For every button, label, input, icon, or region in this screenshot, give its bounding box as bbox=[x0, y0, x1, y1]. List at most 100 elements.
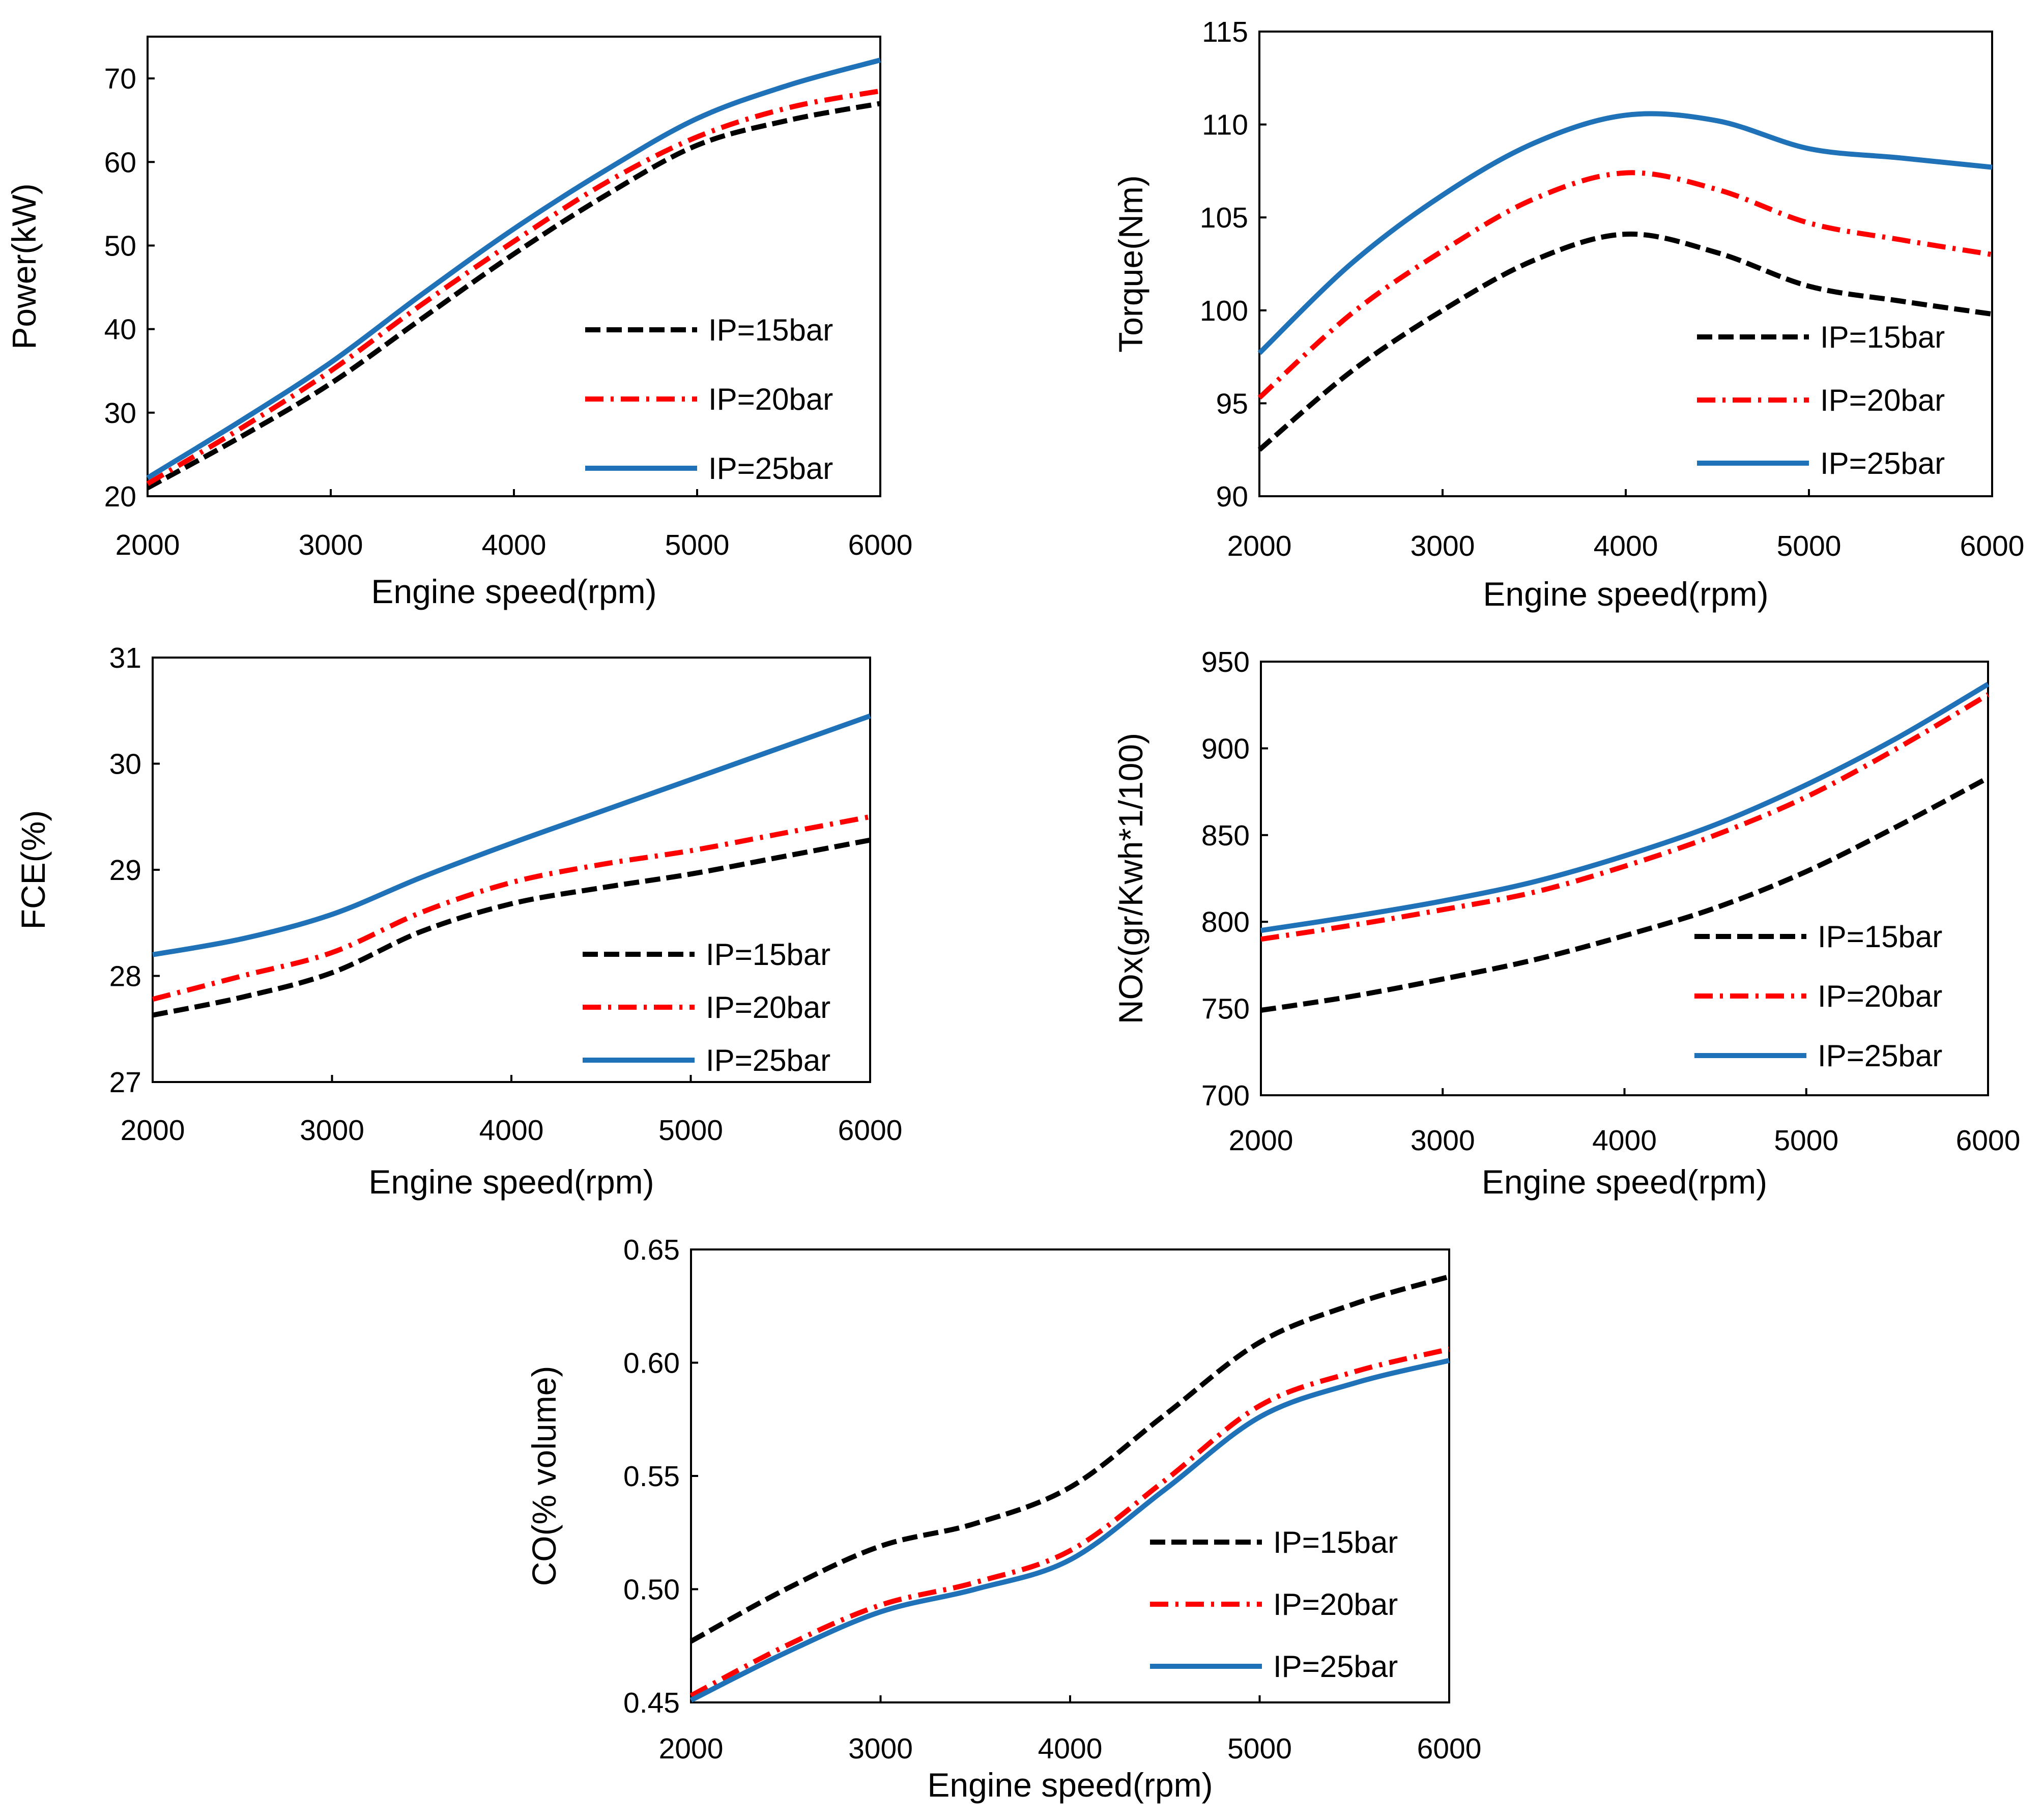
legend-label: IP=20bar bbox=[706, 990, 830, 1025]
x-tick-label: 4000 bbox=[479, 1114, 544, 1147]
series-line-ip-15bar bbox=[689, 1274, 1450, 1644]
series-line-ip-20bar bbox=[689, 1346, 1450, 1698]
y-tick-label: 0.60 bbox=[623, 1347, 680, 1380]
y-axis-title: Torque(Nm) bbox=[1112, 175, 1149, 352]
series-line-ip-25bar bbox=[146, 58, 881, 480]
y-tick-label: 30 bbox=[104, 397, 136, 430]
legend: IP=15bar IP=20bar IP=25bar bbox=[1150, 1525, 1398, 1684]
x-tick-label: 6000 bbox=[1960, 530, 2025, 562]
x-tick-label: 3000 bbox=[848, 1732, 913, 1765]
y-tick-label: 950 bbox=[1201, 646, 1250, 678]
y-tick-label: 110 bbox=[1202, 109, 1248, 141]
legend-label: IP=25bar bbox=[708, 451, 833, 486]
y-tick-label: 750 bbox=[1201, 993, 1250, 1026]
x-tick-label: 5000 bbox=[658, 1114, 723, 1147]
chart-torque: 2000 3000 4000 5000 6000 90 95 100 105 110 115 Engi… bbox=[1112, 16, 2024, 613]
chart-fce: 2000 3000 4000 5000 6000 27 28 29 30 31 Engine spe… bbox=[14, 642, 902, 1201]
legend-label: IP=25bar bbox=[1820, 446, 1945, 480]
y-tick-label: 850 bbox=[1201, 819, 1250, 852]
chart-power: 2000 3000 4000 5000 6000 20 30 40 50 60 70 Engine s… bbox=[5, 36, 913, 610]
y-tick-label: 30 bbox=[109, 748, 141, 781]
chart-nox: 2000 3000 4000 5000 6000 700 750 800 850 900 950 En… bbox=[1112, 646, 2020, 1201]
x-tick-label: 5000 bbox=[1227, 1732, 1292, 1765]
legend-label: IP=20bar bbox=[1818, 979, 1942, 1013]
legend: IP=15bar IP=20bar IP=25bar bbox=[1697, 320, 1945, 480]
series-line-ip-20bar bbox=[1257, 170, 1993, 400]
x-tick-label: 4000 bbox=[1594, 530, 1658, 562]
chart-co: 2000 3000 4000 5000 6000 0.45 0.50 0.55 0.60 0.65… bbox=[525, 1234, 1481, 1804]
legend-label: IP=15bar bbox=[1818, 920, 1942, 954]
series-line-ip-20bar bbox=[146, 88, 881, 486]
y-tick-label: 20 bbox=[104, 480, 136, 513]
y-tick-label: 28 bbox=[109, 960, 141, 993]
series-line-ip-15bar bbox=[152, 837, 871, 1018]
legend-label: IP=25bar bbox=[1818, 1039, 1942, 1073]
series-line-ip-25bar bbox=[689, 1358, 1450, 1703]
legend-label: IP=15bar bbox=[706, 937, 830, 972]
x-axis-title: Engine speed(rpm) bbox=[371, 573, 656, 610]
legend-label: IP=25bar bbox=[706, 1043, 830, 1077]
y-axis-title: FCE(%) bbox=[14, 810, 52, 930]
x-tick-label: 5000 bbox=[1774, 1124, 1838, 1157]
series-line-ip-15bar bbox=[1260, 775, 1990, 1013]
plot-frame bbox=[147, 36, 881, 497]
series-line-ip-25bar bbox=[1260, 681, 1990, 933]
x-axis-title: Engine speed(rpm) bbox=[927, 1766, 1213, 1804]
series-line-ip-25bar bbox=[152, 713, 871, 957]
legend-label: IP=20bar bbox=[1273, 1587, 1398, 1622]
x-tick-label: 4000 bbox=[482, 529, 546, 561]
y-tick-label: 70 bbox=[104, 63, 136, 95]
y-tick-label: 27 bbox=[109, 1066, 141, 1099]
y-tick-label: 900 bbox=[1201, 732, 1250, 765]
x-tick-label: 6000 bbox=[1956, 1124, 2021, 1157]
series-line-ip-25bar bbox=[1257, 111, 1993, 355]
y-tick-label: 60 bbox=[104, 146, 136, 179]
series-line-ip-20bar bbox=[1260, 692, 1990, 942]
x-tick-label: 4000 bbox=[1038, 1732, 1103, 1765]
y-tick-label: 40 bbox=[104, 314, 136, 346]
x-tick-label: 4000 bbox=[1592, 1124, 1657, 1157]
x-tick-label: 2000 bbox=[1229, 1124, 1293, 1157]
y-tick-label: 0.45 bbox=[623, 1687, 680, 1719]
y-tick-label: 700 bbox=[1201, 1079, 1250, 1112]
plot-frame bbox=[690, 1248, 1450, 1703]
x-tick-label: 2000 bbox=[659, 1732, 724, 1765]
legend-label: IP=15bar bbox=[1820, 320, 1945, 354]
y-tick-label: 0.55 bbox=[623, 1460, 680, 1493]
legend-label: IP=20bar bbox=[708, 382, 833, 416]
x-tick-label: 3000 bbox=[1411, 530, 1475, 562]
legend: IP=15bar IP=20bar IP=25bar bbox=[1694, 920, 1942, 1073]
x-tick-label: 5000 bbox=[1777, 530, 1841, 562]
y-tick-label: 0.65 bbox=[623, 1234, 680, 1266]
y-axis-title: Power(kW) bbox=[5, 183, 43, 349]
x-tick-label: 2000 bbox=[116, 529, 180, 561]
x-tick-label: 6000 bbox=[838, 1114, 903, 1147]
x-tick-label: 3000 bbox=[1411, 1124, 1475, 1157]
legend: IP=15bar IP=20bar IP=25bar bbox=[583, 937, 830, 1077]
y-tick-label: 100 bbox=[1200, 295, 1248, 327]
x-axis-title: Engine speed(rpm) bbox=[368, 1163, 654, 1201]
x-tick-label: 2000 bbox=[1227, 530, 1292, 562]
x-tick-label: 6000 bbox=[848, 529, 913, 561]
x-tick-label: 6000 bbox=[1417, 1732, 1482, 1765]
y-tick-label: 50 bbox=[104, 230, 136, 262]
legend-label: IP=15bar bbox=[1273, 1525, 1398, 1559]
legend-label: IP=20bar bbox=[1820, 383, 1945, 417]
y-axis-title: NOx(gr/Kwh*1/100) bbox=[1112, 733, 1149, 1024]
x-tick-label: 3000 bbox=[300, 1114, 364, 1147]
legend-label: IP=15bar bbox=[708, 313, 833, 347]
x-axis-title: Engine speed(rpm) bbox=[1482, 1163, 1767, 1201]
plot-frame bbox=[1260, 661, 1989, 1096]
y-tick-label: 105 bbox=[1200, 202, 1248, 234]
y-axis-title: CO(% volume) bbox=[525, 1366, 563, 1586]
x-tick-label: 3000 bbox=[299, 529, 363, 561]
series-line-ip-15bar bbox=[146, 101, 881, 490]
plot-frame bbox=[1258, 31, 1993, 497]
y-tick-label: 90 bbox=[1216, 480, 1248, 513]
y-tick-label: 31 bbox=[109, 642, 141, 674]
series-line-ip-20bar bbox=[152, 814, 871, 1002]
legend-label: IP=25bar bbox=[1273, 1650, 1398, 1684]
y-tick-label: 29 bbox=[109, 854, 141, 887]
y-tick-label: 95 bbox=[1216, 387, 1248, 420]
